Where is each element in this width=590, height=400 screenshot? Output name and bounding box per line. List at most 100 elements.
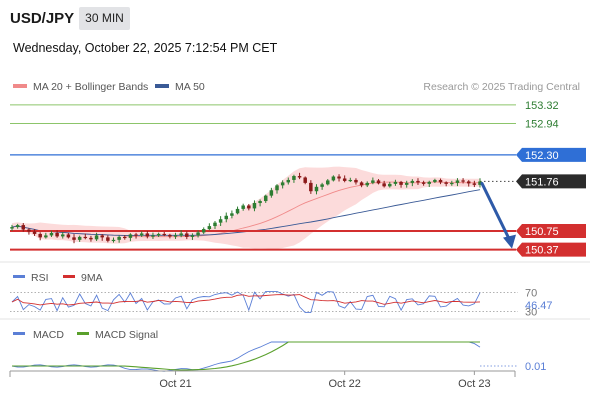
candle — [230, 210, 234, 219]
level-tag-151-76 — [516, 174, 586, 189]
candle — [207, 223, 212, 231]
candle — [297, 172, 302, 180]
candle — [455, 178, 460, 187]
candle — [72, 234, 76, 244]
candle — [38, 232, 42, 241]
candle — [10, 224, 14, 231]
candle — [111, 237, 116, 243]
macd-signal-legend-label: MACD Signal — [95, 329, 158, 341]
timeframe-badge[interactable]: 30 MIN — [79, 7, 130, 30]
ma20-legend-swatch — [13, 84, 27, 88]
macd-signal-legend-swatch — [77, 332, 89, 335]
x-tick-label: Oct 21 — [159, 378, 191, 390]
candle — [399, 180, 403, 188]
candle — [275, 184, 279, 194]
candle — [326, 179, 330, 186]
candle — [190, 233, 195, 240]
level-label-152-94: 152.94 — [525, 118, 559, 130]
candle — [213, 221, 217, 229]
level-label-153-32: 153.32 — [525, 100, 559, 112]
candle — [337, 174, 341, 182]
forecast-arrow-shaft — [480, 181, 511, 241]
candle — [89, 235, 93, 242]
bollinger-band-fill — [12, 166, 480, 249]
forecast-arrow — [480, 181, 516, 249]
macd-line — [11, 341, 481, 372]
candle — [106, 235, 110, 243]
rsi-ma-legend-label: 9MA — [81, 272, 103, 284]
candle — [49, 230, 54, 237]
macd-panel: 0.01 — [11, 341, 546, 373]
candle — [15, 223, 20, 229]
ma50-legend-swatch — [155, 84, 169, 88]
candle — [309, 180, 313, 194]
candle — [134, 232, 138, 239]
macd-current-label: 0.01 — [525, 361, 546, 373]
candle — [292, 174, 296, 183]
candle — [280, 180, 285, 189]
symbol-title: USD/JPY — [10, 10, 75, 27]
candle — [382, 180, 386, 188]
rsi-ma-legend-swatch — [63, 275, 75, 278]
candle — [388, 181, 392, 188]
level-label-152-30: 152.30 — [525, 150, 559, 162]
ma50-legend-label: MA 50 — [175, 81, 205, 93]
candle — [100, 234, 104, 241]
forecast-arrow-head — [503, 234, 516, 249]
candle — [371, 177, 375, 185]
candle — [179, 230, 183, 238]
candle — [60, 232, 65, 239]
rsi-level-label-30: 30 — [525, 307, 537, 319]
candle — [331, 175, 336, 182]
candle — [433, 178, 437, 184]
candle — [365, 181, 369, 188]
candle — [77, 235, 82, 242]
level-label-150-37: 150.37 — [525, 245, 559, 257]
candle — [151, 232, 155, 239]
candle — [416, 178, 420, 185]
rsi-legend-swatch — [13, 275, 25, 278]
candle — [224, 212, 229, 223]
candle — [438, 178, 443, 185]
candle — [466, 180, 471, 187]
candle — [393, 179, 398, 186]
rsi-ma-line — [11, 294, 481, 306]
candle — [461, 178, 465, 184]
candle — [162, 231, 166, 237]
candle — [241, 203, 245, 211]
x-axis: Oct 21 Oct 22 Oct 23 — [9, 371, 516, 390]
candle — [444, 181, 448, 187]
ma20-legend-label: MA 20 + Bollinger Bands — [33, 81, 148, 93]
candle — [450, 180, 454, 186]
candle — [263, 194, 268, 203]
candle — [66, 233, 71, 239]
candle — [286, 177, 291, 185]
candle — [354, 178, 358, 185]
level-label-150-75: 150.75 — [525, 226, 559, 238]
rsi-line — [11, 290, 481, 314]
candle — [83, 233, 88, 240]
rsi-legend-label: RSI — [31, 272, 49, 284]
candle — [421, 180, 426, 186]
macd-signal-line — [12, 341, 480, 371]
candle — [185, 231, 189, 240]
chart-timestamp: Wednesday, October 22, 2025 7:12:54 PM C… — [13, 41, 278, 55]
candle — [376, 179, 381, 185]
rsi-level-label-70: 70 — [525, 287, 537, 299]
candlestick-series — [10, 172, 482, 244]
candle — [427, 180, 432, 188]
price-levels — [10, 104, 516, 251]
candle — [145, 230, 150, 239]
x-tick-label: Oct 23 — [458, 378, 490, 390]
candle — [55, 230, 59, 238]
level-tag-152-30 — [516, 147, 586, 162]
candle — [348, 177, 353, 183]
candle — [196, 230, 200, 238]
candle — [27, 228, 31, 235]
candle — [478, 178, 482, 188]
candle — [139, 231, 144, 237]
candle — [252, 200, 257, 212]
candle — [320, 182, 324, 190]
